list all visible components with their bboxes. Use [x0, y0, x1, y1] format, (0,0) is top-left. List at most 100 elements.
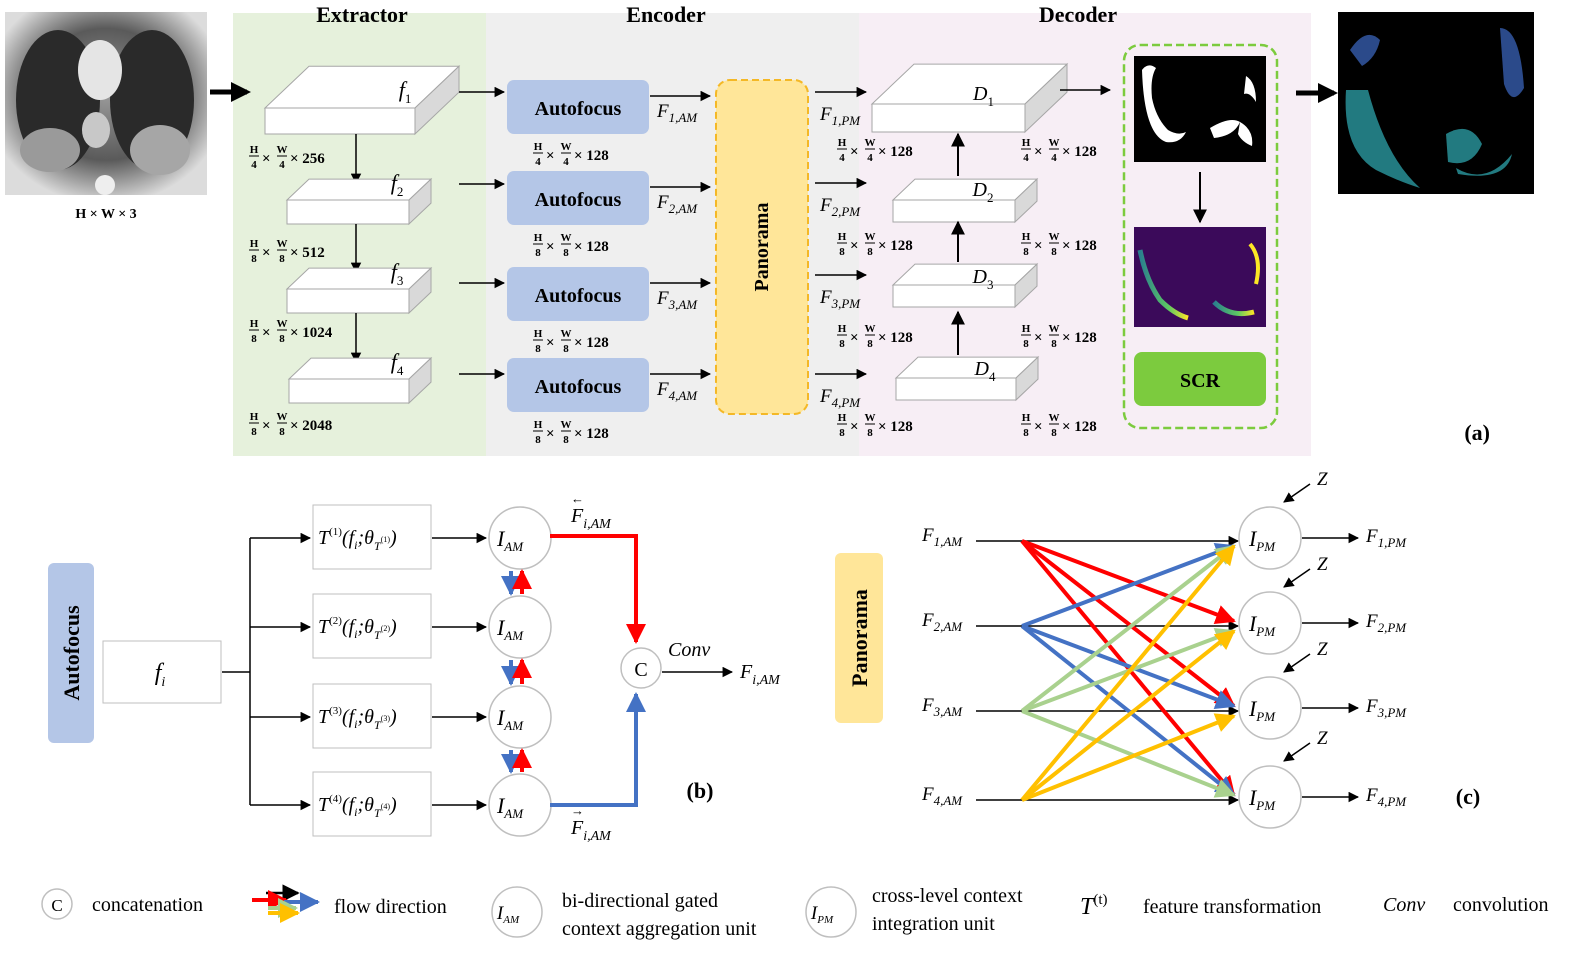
concat-symbol: C — [634, 659, 647, 681]
legend-flow-arrows — [252, 884, 320, 923]
legend-pm-label: IPM — [810, 903, 834, 926]
fi-am-output: Fi,AM — [739, 661, 781, 688]
z-label-1: Z — [1317, 469, 1328, 490]
extractor-dims-3: H8 ×W8 × 1024 — [249, 318, 333, 345]
encoder-dims-2-times1: × — [546, 239, 555, 255]
encoder-dims-4-w-num: W — [561, 419, 572, 431]
encoder-dims-1-w-den: 4 — [563, 156, 569, 168]
cross-arrow-3-to-4 — [1021, 709, 1236, 798]
encoder-dims-2: H8 ×W8 × 128 — [533, 232, 609, 259]
extractor-dims-2-h: H8 — [249, 238, 259, 265]
decoder-dims-right-2-w-den: 8 — [1051, 246, 1057, 258]
decoder-dims-right-2-w: W8 — [1049, 231, 1060, 258]
decoder-dims-right-2-w-num: W — [1049, 231, 1060, 243]
extractor-dims-3-w-den: 8 — [279, 333, 285, 345]
extractor-dims-4-w-den: 8 — [279, 426, 285, 438]
attention-heatmap-image — [1134, 227, 1266, 327]
encoder-dims-3-w-den: 8 — [563, 343, 569, 355]
panel-b-elements: T(1)(fi;θT(1)) IAM T(2)(fi;θT(2)) IAM T(3)(f… — [222, 504, 552, 837]
extractor-block-1-front — [264, 107, 416, 135]
decoder-block-3-top — [891, 263, 1039, 286]
legend-concat-letter: C — [51, 896, 62, 915]
decoder-dims-left-2-w-num: W — [865, 231, 876, 243]
decoder-dims-right-1-h-num: H — [1022, 137, 1031, 149]
extractor-dims-4-h-num: H — [250, 411, 259, 423]
decoder-dims-right-2: H8 ×W8 × 128 — [1021, 231, 1097, 258]
encoder-dims-4: H8 ×W8 × 128 — [533, 419, 609, 446]
conv-label: Conv — [668, 639, 710, 661]
z-arrow-3 — [1283, 653, 1311, 673]
decoder-dims-left-3: H8 ×W8 × 128 — [837, 323, 913, 350]
decoder-dims-right-1-h-den: 4 — [1023, 152, 1029, 164]
cross-arrow-3-to-1 — [1020, 544, 1236, 713]
decoder-dims-left-3-w-den: 8 — [867, 338, 873, 350]
extractor-dims-1: H4 ×W4 × 256 — [249, 144, 325, 171]
decoder-dims-left-3-h-num: H — [838, 323, 847, 335]
encoder-dims-2-h: H8 — [533, 232, 543, 259]
encoder-dims-4-times1: × — [546, 426, 555, 442]
decoder-dims-right-2-rest: × 128 — [1062, 238, 1097, 254]
decoder-dims-right-3-h-den: 8 — [1023, 338, 1029, 350]
decoder-dims-right-2-h: H8 — [1021, 231, 1031, 258]
decoder-dims-right-4-w-den: 8 — [1051, 427, 1057, 439]
extractor-dims-3-h-den: 8 — [251, 333, 257, 345]
decoder-dims-right-3: H8 ×W8 × 128 — [1021, 323, 1097, 350]
encoder-dims-2-w-den: 8 — [563, 247, 569, 259]
panel-c-elements: F1,AM F2,AM F3,AM F4,AM IPM F1,PM Z IPM F2,PM Z IP… — [921, 469, 1407, 829]
extractor-dims-3-w-num: W — [277, 318, 288, 330]
legend-am-symbol — [491, 886, 543, 938]
transform-box-3 — [312, 683, 432, 749]
cross-arrow-4-to-2 — [1020, 629, 1236, 802]
am-unit-label-3: IAM — [496, 705, 524, 733]
legend-am-text-2: context aggregation unit — [562, 918, 757, 940]
extractor-block-2-top — [285, 178, 433, 201]
pm-output-label-4: F4,PM — [819, 386, 861, 410]
cross-arrow-2-to-4 — [1020, 624, 1236, 797]
z-arrow-2 — [1283, 568, 1311, 588]
decoder-dims-left-2-rest: × 128 — [878, 238, 913, 254]
extractor-dims-1-w-num: W — [277, 144, 288, 156]
legend-conv-text: convolution — [1453, 894, 1549, 916]
cross-arrow-2-to-1 — [1021, 542, 1236, 628]
legend-conv-symbol: Conv — [1383, 894, 1425, 916]
decoder-dims-left-4-times1: × — [850, 419, 859, 435]
encoder-dims-1-h: H4 — [533, 141, 543, 168]
legend: C concatenation flow direction IAM bi-di… — [41, 884, 1549, 940]
pm-unit-label-1: IPM — [1248, 526, 1276, 554]
encoder-dims-2-h-den: 8 — [535, 247, 541, 259]
fi-input-box — [102, 640, 222, 704]
encoder-dims-1-rest: × 128 — [574, 148, 609, 164]
am-output-label-3: F3,AM — [656, 288, 698, 312]
z-label-4: Z — [1317, 728, 1328, 749]
extractor-dims-1-h: H4 — [249, 144, 259, 171]
extractor-block-4 — [287, 356, 433, 405]
decoder-dims-left-4-w-num: W — [865, 412, 876, 424]
extractor-block-4-front — [288, 378, 410, 404]
pm-output-label-1: F1,PM — [1365, 526, 1407, 550]
decoder-dims-left-1-h-den: 4 — [839, 152, 845, 164]
z-arrow-1 — [1283, 483, 1311, 503]
backward-output-path — [550, 534, 646, 644]
panel-a-tag: (a) — [1464, 420, 1490, 445]
extractor-block-3 — [285, 266, 433, 315]
panel-b: Autofocus fi T(1)(fi;θT(1)) IAM T(2)(fi;θT… — [48, 491, 781, 844]
panorama-label: Panorama — [751, 203, 773, 292]
extractor-block-label-3: f3 — [391, 259, 404, 288]
decoder-dims-left-2-times1: × — [850, 238, 859, 254]
decoder-block-label-3: D3 — [972, 266, 994, 292]
decoder-dims-right-2-times1: × — [1034, 238, 1043, 254]
extractor-block-3-front — [286, 288, 410, 314]
decoder-dims-left-2: H8 ×W8 × 128 — [837, 231, 913, 258]
pm-output-label-3: F3,PM — [819, 287, 861, 311]
backward-output-label: Fi,AM — [570, 505, 612, 532]
decoder-dims-left-2-w: W8 — [865, 231, 876, 258]
extractor-block-label-2: f2 — [391, 170, 404, 199]
decoder-block-2-top — [891, 178, 1039, 201]
autofocus-side-block — [48, 563, 94, 743]
encoder-dims-3-times1: × — [546, 335, 555, 351]
extractor-dims-2-w: W8 — [277, 238, 288, 265]
am-output-label-1: F1,AM — [656, 101, 698, 125]
encoder-dims-3-h-num: H — [534, 328, 543, 340]
panel-c: Panorama F1,AM F2,AM F3,AM F4,AM IPM F1,PM Z IP… — [835, 469, 1480, 829]
